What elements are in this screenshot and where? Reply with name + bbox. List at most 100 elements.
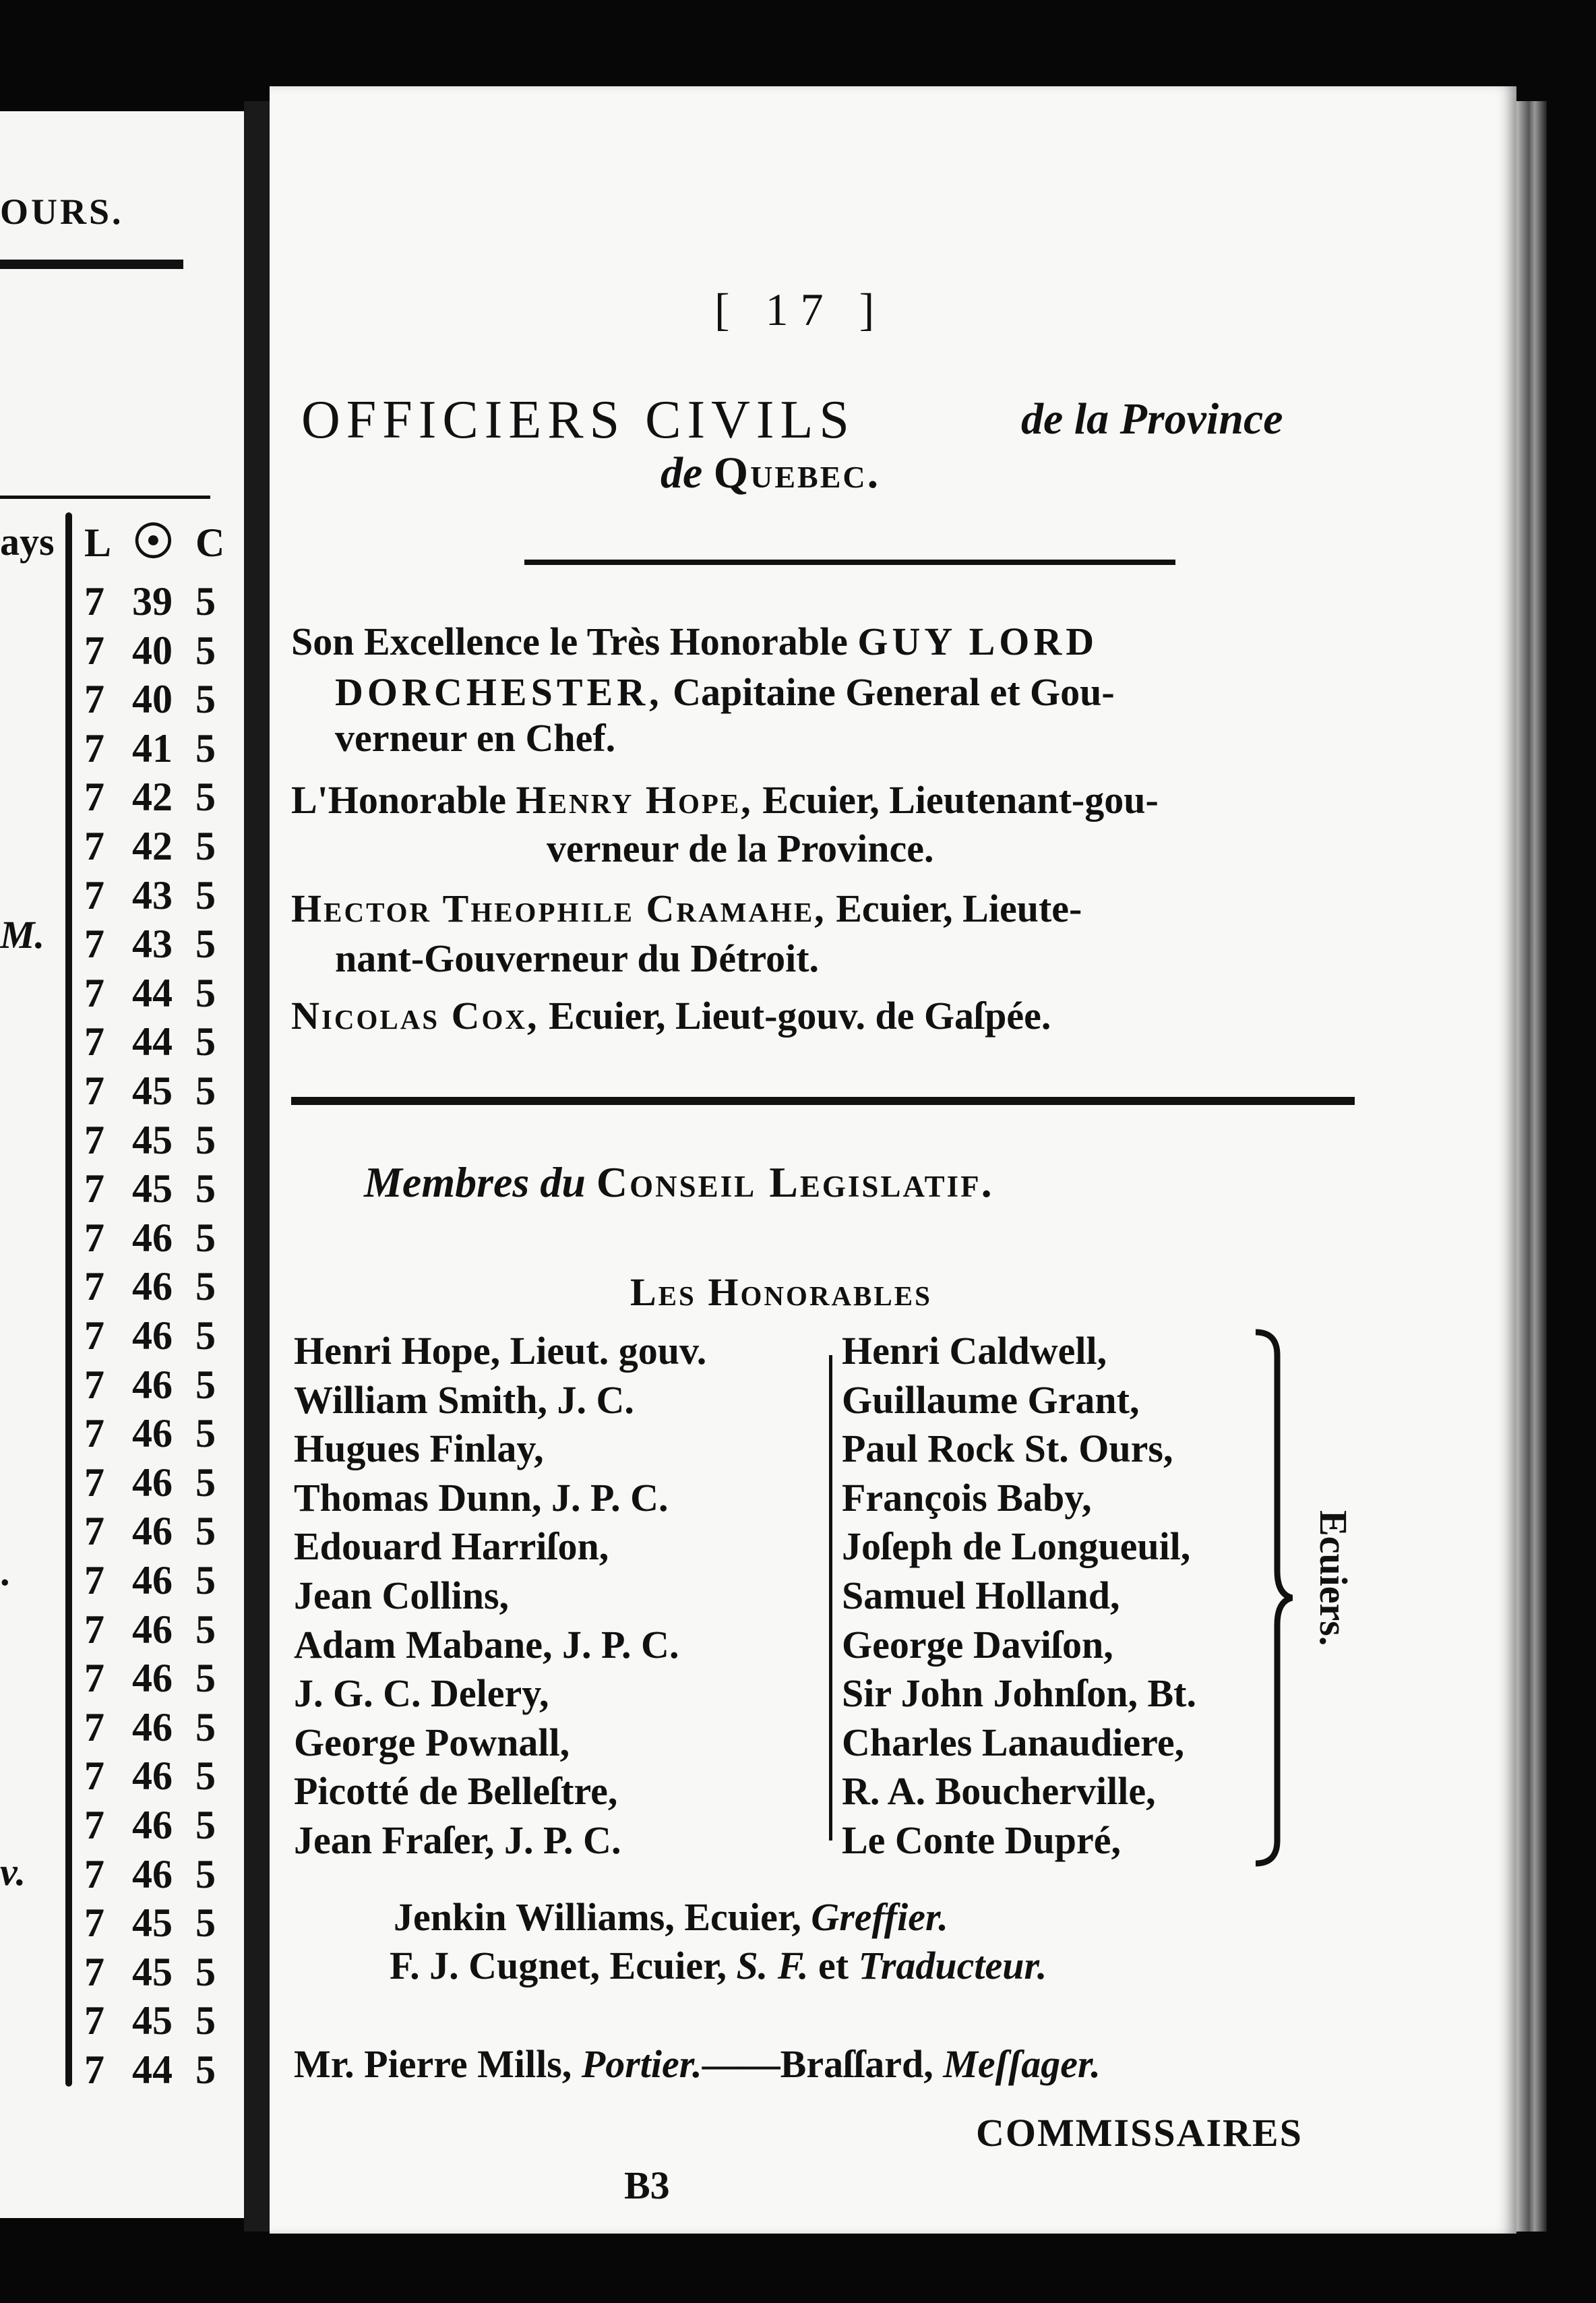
section-rule: [291, 1097, 1355, 1105]
clerk-line: F. J. Cugnet, Ecuier, S. F. et Traducteu…: [390, 1944, 1047, 1987]
catchword: COMMISSAIRES: [976, 2111, 1303, 2155]
table-cell-c: 5: [195, 628, 216, 673]
page-edge: [1516, 101, 1547, 2232]
table-cell-l: 7: [84, 1069, 104, 1113]
officer-line: Son Excellence le Très Honorable GUY LOR…: [291, 620, 1098, 663]
table-cell-sun: 44: [132, 970, 173, 1015]
table-cell-l: 7: [84, 970, 104, 1015]
table-cell-l: 7: [84, 1901, 104, 1946]
text-run: DORCHESTER,: [335, 670, 663, 714]
side-fragment: .: [0, 1550, 10, 1594]
table-cell-l: 7: [84, 824, 104, 868]
title-main: OFFICIERS CIVILS: [301, 390, 855, 450]
text-run: Greffier.: [811, 1895, 948, 1939]
table-cell-sun: 46: [132, 1558, 173, 1603]
table-cell-c: 5: [195, 1264, 216, 1309]
text-run: L'Honorable: [291, 778, 516, 822]
brace-icon: [1255, 1329, 1293, 1867]
table-cell-sun: 46: [132, 1656, 173, 1701]
table-cell-sun: 45: [132, 1117, 173, 1162]
member-left: Adam Mabane, J. P. C.: [294, 1622, 679, 1667]
table-cell-c: 5: [195, 677, 216, 722]
table-cell-c: 5: [195, 1019, 216, 1065]
page-number: [ 17 ]: [714, 284, 887, 335]
member-left: Picotté de Belleſtre,: [294, 1769, 618, 1814]
table-cell-sun: 46: [132, 1411, 173, 1456]
table-cell-l: 7: [84, 1166, 104, 1212]
table-divider: [65, 512, 72, 2087]
text-run: S. F.: [736, 1944, 809, 1987]
table-cell-sun: 40: [132, 628, 173, 673]
council-heading-sc: Conseil Legislatif.: [596, 1158, 994, 1206]
member-left: Jean Collins,: [294, 1574, 510, 1617]
member-left: Thomas Dunn, J. P. C.: [294, 1475, 669, 1520]
table-cell-sun: 45: [132, 1901, 173, 1946]
table-cell-l: 7: [84, 1754, 104, 1799]
title-rule: [524, 560, 1175, 565]
text-run: et: [808, 1944, 859, 1987]
table-cell-l: 7: [84, 2047, 104, 2092]
member-right: Joſeph de Longueuil,: [842, 1524, 1191, 1569]
table-cell-sun: 46: [132, 1264, 173, 1309]
member-right: François Baby,: [842, 1475, 1092, 1520]
table-cell-l: 7: [84, 579, 104, 624]
table-cell-l: 7: [84, 1117, 104, 1162]
table-cell-sun: 46: [132, 1460, 173, 1505]
title-italic: de la Province: [1021, 394, 1283, 444]
header-l: L: [84, 520, 112, 565]
officer-line: DORCHESTER, Capitaine General et Gou-: [335, 671, 1115, 714]
text-run: Traducteur.: [858, 1944, 1047, 1987]
table-cell-c: 5: [195, 1901, 216, 1946]
header-c: C: [195, 520, 225, 565]
text-run: Portier.: [581, 2042, 702, 2086]
table-cell-l: 7: [84, 775, 104, 820]
table-cell-l: 7: [84, 1607, 104, 1652]
table-cell-l: 7: [84, 1949, 104, 1994]
table-cell-l: 7: [84, 1998, 104, 2043]
table-cell-l: 7: [84, 1215, 104, 1260]
table-cell-c: 5: [195, 1117, 216, 1162]
table-cell-sun: 45: [132, 1069, 173, 1113]
title-line2-italic: de: [661, 448, 703, 498]
table-cell-sun: 42: [132, 775, 173, 820]
table-cell-c: 5: [195, 1166, 216, 1212]
table-cell-sun: 46: [132, 1754, 173, 1799]
text-run: GUY LORD: [857, 620, 1099, 663]
member-left: Hugues Finlay,: [294, 1427, 544, 1471]
member-left: Henri Hope, Lieut. gouv.: [294, 1329, 707, 1373]
council-heading: Membres du Conseil Legislatif.: [364, 1161, 994, 1204]
officer-line: Hector Theophile Cramahe, Ecuier, Lieute…: [291, 887, 1082, 930]
table-cell-c: 5: [195, 1411, 216, 1456]
brace-label: Ecuiers.: [1312, 1510, 1355, 1646]
member-right: Samuel Holland,: [842, 1574, 1120, 1617]
table-cell-c: 5: [195, 1607, 216, 1652]
table-cell-sun: 39: [132, 579, 173, 624]
text-run: Jenkin Williams, Ecuier,: [394, 1895, 811, 1939]
table-cell-sun: 46: [132, 1215, 173, 1260]
table-cell-l: 7: [84, 922, 104, 967]
table-cell-l: 7: [84, 628, 104, 673]
table-cell-l: 7: [84, 1019, 104, 1065]
left-rule-top: [0, 260, 183, 269]
table-cell-c: 5: [195, 824, 216, 868]
table-cell-c: 5: [195, 1558, 216, 1603]
table-cell-sun: 46: [132, 1704, 173, 1749]
table-cell-sun: 46: [132, 1362, 173, 1407]
table-cell-l: 7: [84, 1851, 104, 1896]
table-cell-l: 7: [84, 677, 104, 722]
table-cell-l: 7: [84, 1362, 104, 1407]
officer-line: nant-Gouverneur du Détroit.: [335, 937, 819, 980]
text-run: F. J. Cugnet, Ecuier,: [390, 1944, 737, 1987]
table-cell-c: 5: [195, 1803, 216, 1847]
officer-line: verneur en Chef.: [335, 717, 615, 760]
officer-line: verneur de la Province.: [547, 827, 934, 870]
table-cell-c: 5: [195, 922, 216, 967]
text-run: Capitaine General et Gou-: [663, 670, 1115, 714]
table-cell-l: 7: [84, 872, 104, 918]
table-cell-c: 5: [195, 1069, 216, 1113]
member-left: J. G. C. Delery,: [294, 1671, 549, 1716]
table-cell-sun: 44: [132, 2047, 173, 2092]
member-left: Jean Fraſer, J. P. C.: [294, 1818, 621, 1862]
table-cell-l: 7: [84, 725, 104, 771]
table-cell-c: 5: [195, 725, 216, 771]
